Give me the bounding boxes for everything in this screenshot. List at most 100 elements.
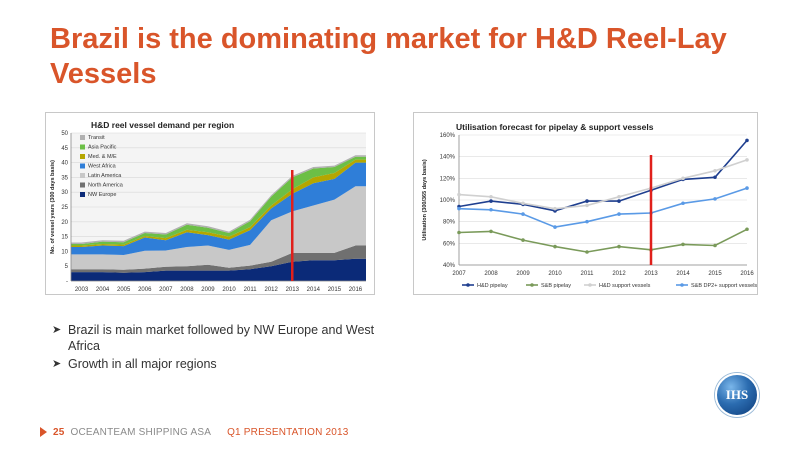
x-tick-label: 2013 [644, 271, 658, 277]
chart-title: Utilisation forecast for pipelay & suppo… [456, 122, 654, 132]
y-tick-label: 20 [61, 220, 68, 226]
series-line [458, 159, 748, 210]
x-tick-label: 2012 [612, 271, 626, 277]
series-point [681, 201, 685, 206]
ihs-logo: IHS [715, 373, 759, 417]
bullet-item: ➤ Growth in all major regions [52, 356, 382, 372]
bullet-list: ➤ Brazil is main market followed by NW E… [52, 322, 382, 374]
series-point [457, 230, 461, 235]
y-axis-label: Utilisation (300/365 days basis) [422, 159, 428, 240]
series-point [617, 194, 621, 199]
series-point [713, 175, 717, 180]
legend-swatch [80, 135, 85, 140]
y-tick-label: 100% [440, 198, 456, 204]
x-tick-label: 2015 [708, 271, 722, 277]
arrow-bullet-icon: ➤ [52, 324, 62, 336]
bullet-text: Brazil is main market followed by NW Eur… [68, 323, 375, 353]
series-point [489, 207, 493, 212]
x-tick-label: 2015 [328, 287, 342, 293]
x-tick-label: 2003 [75, 287, 89, 293]
footer-company: OCEANTEAM SHIPPING ASA [70, 426, 212, 438]
series-point [681, 242, 685, 247]
legend-label: West Africa [88, 164, 117, 170]
chart-title: H&D reel vessel demand per region [91, 120, 234, 130]
legend-label: Asia Pacific [88, 145, 117, 151]
y-tick-label: 40% [443, 263, 456, 269]
series-point [457, 192, 461, 197]
series-point [553, 206, 557, 211]
series-point [745, 158, 749, 162]
series-line [458, 228, 748, 253]
legend-swatch [80, 192, 85, 197]
series-point [713, 168, 717, 173]
x-tick-label: 2006 [138, 287, 152, 293]
y-tick-label: 50 [61, 131, 68, 137]
footer-arrow-icon [40, 427, 47, 437]
series-point [489, 199, 493, 203]
chart-demand-svg: - 5 10 15 20 25 30 35 40 45 50 2003 2004 2005 2006 2007… [50, 120, 366, 293]
x-tick-label: 2016 [740, 271, 754, 277]
legend-swatch [80, 144, 85, 150]
legend-swatch [80, 154, 85, 159]
x-tick-label: 2008 [484, 271, 498, 277]
x-tick-label: 2012 [264, 287, 278, 293]
y-tick-label: 30 [61, 190, 68, 196]
series-point [585, 250, 589, 254]
x-tick-label: 2005 [117, 287, 131, 293]
x-tick-label: 2007 [159, 287, 173, 293]
x-tick-label: 2010 [548, 271, 562, 277]
y-tick-label: 80% [443, 220, 456, 226]
chart-demand-per-region: - 5 10 15 20 25 30 35 40 45 50 2003 2004 2005 2006 2007… [45, 112, 375, 295]
y-tick-label: 60% [443, 241, 456, 247]
series-point [585, 199, 589, 203]
y-tick-label: 120% [440, 176, 456, 182]
legend-label: Med. & M/E [88, 154, 117, 160]
series-point [713, 197, 717, 201]
y-tick-label: 15 [61, 235, 68, 241]
slide-title: Brazil is the dominating market for H&D … [50, 23, 727, 90]
legend-marker [680, 283, 684, 287]
legend-label: H&D pipelay [477, 283, 508, 289]
series-point [681, 176, 685, 181]
y-tick-label: 140% [440, 155, 456, 161]
series-point [553, 225, 557, 229]
area-series [71, 245, 366, 273]
chart-utilisation-svg: 40% 60% 80% 100% 120% 140% 160% 2007 2008 2009 201… [422, 122, 757, 289]
y-tick-label: 10 [61, 249, 68, 255]
x-tick-label: 2016 [349, 287, 363, 293]
y-tick-label: 25 [61, 205, 68, 211]
x-tick-label: 2014 [307, 287, 321, 293]
legend-marker [466, 283, 470, 287]
y-tick-label: 45 [61, 146, 68, 152]
legend-swatch [80, 163, 85, 169]
series-point [585, 219, 589, 224]
legend-label: NW Europe [88, 192, 116, 198]
x-tick-label: 2013 [286, 287, 300, 293]
series-point [745, 138, 749, 143]
legend-label: Transit [88, 135, 105, 141]
y-tick-label: 35 [61, 175, 68, 181]
series-point [617, 199, 621, 203]
series-point [521, 238, 525, 242]
x-tick-label: 2011 [244, 287, 258, 293]
series-point [617, 244, 621, 249]
series-point [521, 212, 525, 216]
series-point [745, 227, 749, 232]
series-point [489, 194, 493, 199]
series-point [745, 186, 749, 190]
logo-text: IHS [725, 387, 749, 402]
legend-label: North America [88, 183, 124, 189]
x-tick-label: 2009 [201, 287, 215, 293]
bullet-text: Growth in all major regions [68, 357, 217, 371]
page-number: 25 [53, 426, 65, 438]
legend-label: H&D support vessels [599, 283, 651, 289]
series-point [521, 201, 525, 206]
legend-swatch [80, 173, 85, 178]
x-tick-label: 2009 [516, 271, 530, 277]
bullet-item: ➤ Brazil is main market followed by NW E… [52, 322, 382, 354]
y-tick-label: 5 [65, 264, 69, 270]
x-tick-label: 2007 [452, 271, 466, 277]
x-tick-label: 2014 [676, 271, 690, 277]
legend-label: Latin America [88, 173, 122, 179]
chart-utilisation-forecast: 40% 60% 80% 100% 120% 140% 160% 2007 2008 2009 201… [413, 112, 758, 295]
